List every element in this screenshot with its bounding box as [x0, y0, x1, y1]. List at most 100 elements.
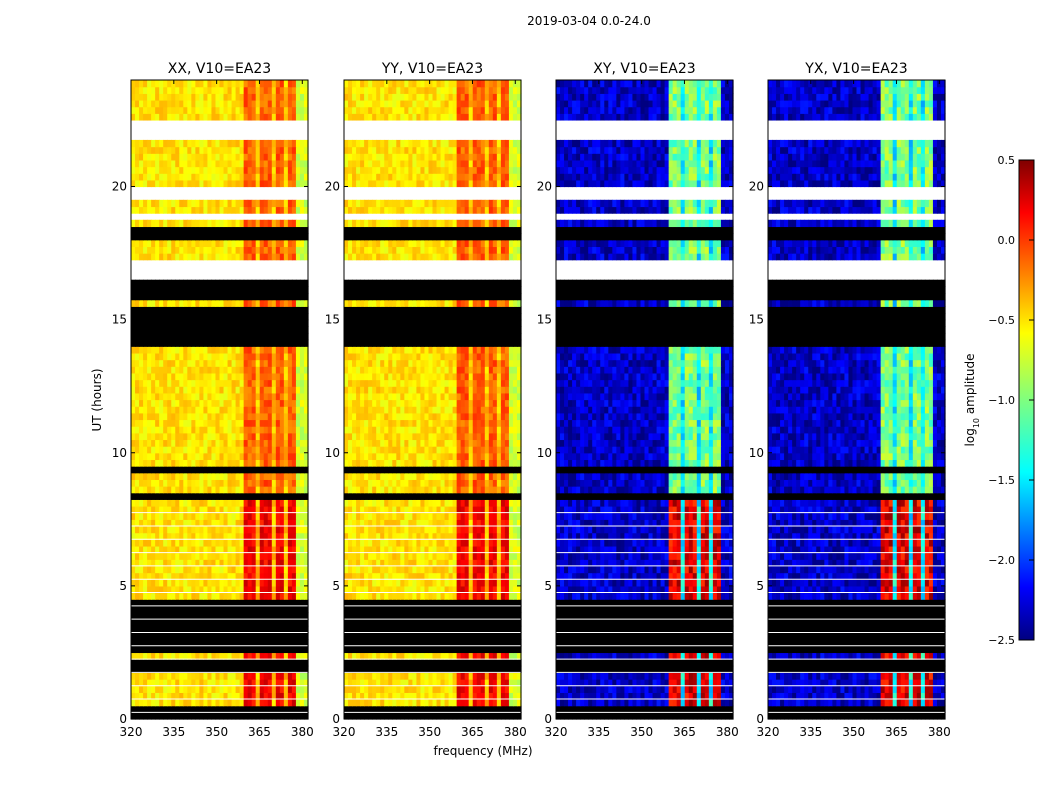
heatmap-cell	[484, 639, 490, 647]
heatmap-cell	[440, 705, 446, 713]
heatmap-cell	[239, 239, 245, 248]
heatmap-cell	[199, 492, 205, 500]
heatmap-cell	[348, 565, 353, 574]
heatmap-cell	[239, 246, 245, 254]
heatmap-cell	[384, 565, 389, 574]
heatmap-cell	[159, 579, 164, 587]
heatmap-cell	[468, 665, 474, 674]
heatmap-cell	[195, 652, 200, 660]
heatmap-cell	[203, 279, 209, 287]
heatmap-cell	[496, 712, 502, 720]
heatmap-cell	[263, 612, 269, 620]
heatmap-cell	[223, 366, 229, 374]
heatmap-cell	[279, 479, 285, 487]
heatmap-cell	[207, 299, 213, 307]
heatmap-cell	[255, 552, 261, 560]
heatmap-cell	[223, 412, 229, 421]
heatmap-cell	[167, 319, 172, 327]
heatmap-cell	[143, 685, 148, 693]
heatmap-cell	[432, 559, 438, 567]
heatmap-cell	[476, 699, 482, 707]
heatmap-cell	[203, 93, 209, 101]
heatmap-cell	[408, 552, 413, 560]
heatmap-cell	[147, 459, 152, 467]
heatmap-cell	[279, 399, 285, 407]
heatmap-cell	[143, 605, 148, 614]
heatmap-cell	[143, 559, 148, 567]
heatmap-cell	[484, 672, 490, 680]
heatmap-cell	[183, 253, 188, 261]
heatmap-cell	[299, 545, 305, 554]
heatmap-cell	[131, 565, 136, 574]
heatmap-cell	[275, 605, 281, 614]
heatmap-cell	[183, 479, 188, 487]
heatmap-cell	[199, 559, 205, 567]
heatmap-cell	[275, 432, 281, 441]
heatmap-cell	[460, 592, 466, 600]
heatmap-cell	[211, 539, 217, 547]
heatmap-cell	[291, 432, 297, 441]
heatmap-cell	[247, 545, 253, 554]
heatmap-cell	[428, 579, 434, 587]
heatmap-cell	[299, 233, 305, 241]
heatmap-cell	[243, 499, 249, 507]
heatmap-cell	[199, 699, 205, 707]
heatmap-cell	[135, 319, 140, 327]
heatmap-cell	[159, 199, 164, 208]
heatmap-cell	[396, 585, 401, 594]
heatmap-cell	[496, 679, 502, 687]
heatmap-cell	[231, 619, 237, 627]
heatmap-cell	[380, 685, 385, 693]
heatmap-cell	[428, 665, 434, 674]
heatmap-cell	[247, 565, 253, 574]
heatmap-cell	[476, 559, 482, 567]
heatmap-cell	[139, 625, 144, 634]
heatmap-cell	[147, 645, 152, 654]
heatmap-cell	[420, 659, 426, 667]
heatmap-cell	[163, 246, 168, 254]
heatmap-cell	[199, 159, 205, 168]
heatmap-cell	[259, 439, 265, 447]
heatmap-cell	[167, 173, 172, 181]
heatmap-cell	[223, 645, 229, 654]
heatmap-cell	[163, 446, 168, 454]
heatmap-cell	[199, 166, 205, 174]
heatmap-cell	[376, 572, 381, 580]
heatmap-cell	[151, 159, 156, 168]
heatmap-cell	[147, 246, 152, 254]
heatmap-cell	[428, 592, 434, 600]
heatmap-cell	[299, 339, 305, 347]
heatmap-cell	[175, 332, 180, 341]
heatmap-cell	[203, 519, 209, 527]
heatmap-cell	[227, 246, 233, 254]
heatmap-cell	[364, 632, 369, 640]
heatmap-cell	[356, 579, 361, 587]
heatmap-cell	[239, 585, 245, 594]
heatmap-cell	[131, 326, 136, 334]
heatmap-cell	[448, 645, 454, 654]
heatmap-cell	[432, 699, 438, 707]
heatmap-cell	[211, 392, 217, 401]
heatmap-cell	[139, 93, 144, 101]
heatmap-cell	[203, 166, 209, 174]
heatmap-cell	[303, 466, 309, 474]
heatmap-cell	[227, 339, 233, 347]
heatmap-cell	[372, 599, 377, 607]
heatmap-cell	[195, 705, 200, 713]
heatmap-cell	[207, 386, 213, 394]
heatmap-cell	[187, 379, 192, 387]
heatmap-cell	[219, 426, 225, 434]
heatmap-cell	[303, 226, 309, 234]
heatmap-cell	[295, 319, 301, 327]
heatmap-cell	[159, 552, 164, 560]
heatmap-cell	[159, 399, 164, 407]
heatmap-cell	[155, 466, 160, 474]
heatmap-cell	[456, 705, 462, 713]
heatmap-cell	[283, 99, 289, 108]
heatmap-cell	[376, 619, 381, 627]
heatmap-cell	[247, 99, 253, 108]
heatmap-cell	[215, 173, 221, 181]
heatmap-cell	[143, 665, 148, 674]
heatmap-cell	[175, 499, 180, 507]
